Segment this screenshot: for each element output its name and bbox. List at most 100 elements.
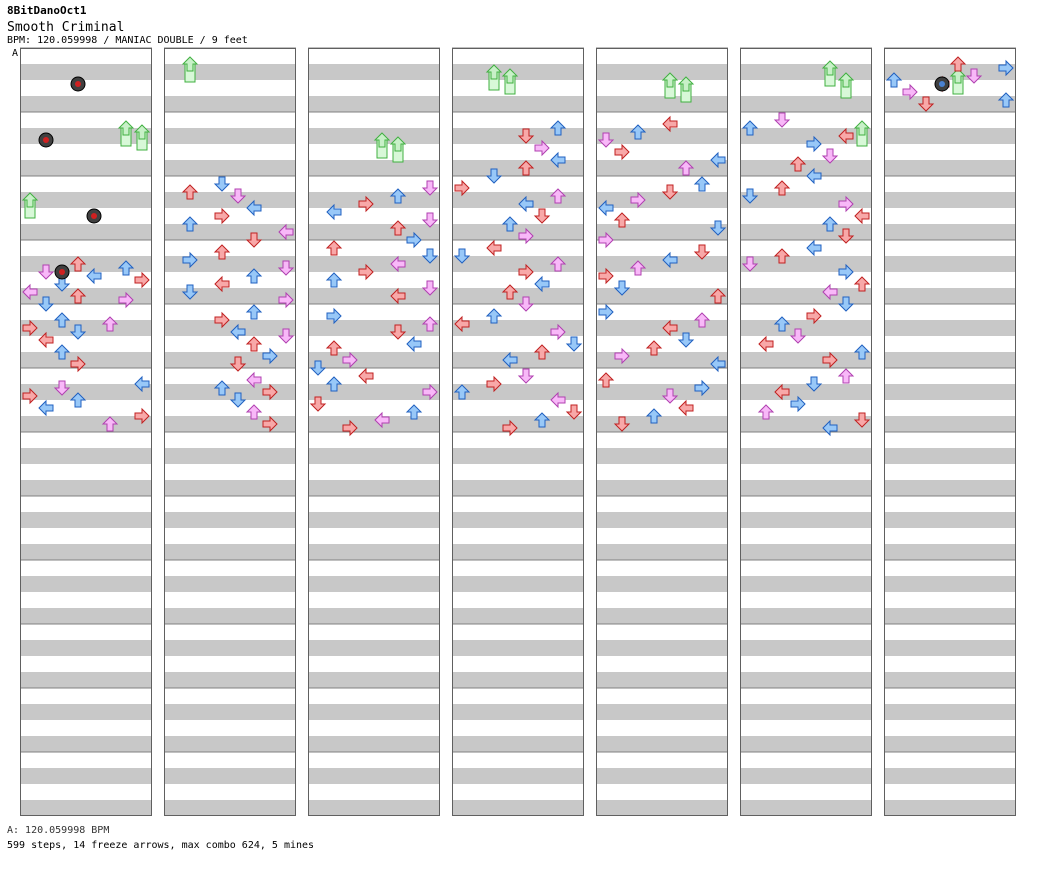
step-arrow-right	[262, 347, 278, 365]
chart-column-4	[452, 47, 584, 816]
step-arrow-left	[38, 331, 54, 349]
step-arrow-up	[325, 240, 343, 256]
step-arrow-right	[358, 263, 374, 281]
step-arrow-up	[245, 268, 263, 284]
step-arrow-down	[229, 188, 247, 204]
step-arrow-down	[741, 256, 759, 272]
step-arrow-down	[181, 284, 199, 300]
step-arrow-left	[390, 255, 406, 273]
step-arrow-right	[598, 267, 614, 285]
step-arrow-up	[533, 344, 551, 360]
step-arrow-up	[421, 316, 439, 332]
step-arrow-left	[662, 319, 678, 337]
step-arrow-down	[485, 168, 503, 184]
freeze-arrow	[821, 60, 839, 87]
step-arrow-right	[278, 291, 294, 309]
step-arrow-down	[37, 296, 55, 312]
step-arrow-right	[358, 195, 374, 213]
step-arrow-right	[614, 347, 630, 365]
step-arrow-up	[549, 120, 567, 136]
step-arrow-up	[517, 160, 535, 176]
step-arrow-right	[262, 415, 278, 433]
freeze-arrow	[389, 136, 407, 163]
step-arrow-down	[565, 336, 583, 352]
step-arrow-right	[694, 379, 710, 397]
step-arrow-right	[406, 231, 422, 249]
step-arrow-up	[325, 272, 343, 288]
freeze-arrow	[949, 68, 967, 95]
step-arrow-up	[245, 304, 263, 320]
step-arrow-left	[710, 355, 726, 373]
step-arrow-down	[69, 324, 87, 340]
footer-stats: 599 steps, 14 freeze arrows, max combo 6…	[7, 840, 315, 851]
step-arrow-right	[822, 351, 838, 369]
step-arrow-up	[757, 404, 775, 420]
freeze-arrow	[181, 56, 199, 83]
step-arrow-up	[117, 260, 135, 276]
step-arrow-left	[230, 323, 246, 341]
step-arrow-down	[965, 68, 983, 84]
step-arrow-up	[645, 340, 663, 356]
step-arrow-right	[262, 383, 278, 401]
step-arrow-right	[214, 207, 230, 225]
step-arrow-left	[518, 195, 534, 213]
step-arrow-right	[518, 263, 534, 281]
step-arrow-up	[549, 188, 567, 204]
step-arrow-up	[181, 184, 199, 200]
step-arrow-down	[693, 244, 711, 260]
step-arrow-up	[69, 256, 87, 272]
step-arrow-up	[885, 72, 903, 88]
step-arrow-right	[998, 59, 1014, 77]
step-arrow-left	[822, 419, 838, 437]
freeze-arrow	[837, 72, 855, 99]
freeze-arrow	[853, 120, 871, 147]
step-arrow-down	[805, 376, 823, 392]
step-arrow-down	[821, 148, 839, 164]
step-arrow-right	[902, 83, 918, 101]
step-arrow-right	[342, 351, 358, 369]
step-arrow-down	[517, 368, 535, 384]
step-arrow-left	[854, 207, 870, 225]
step-arrow-up	[101, 416, 119, 432]
step-arrow-up	[773, 180, 791, 196]
step-arrow-left	[806, 239, 822, 257]
step-arrow-up	[597, 372, 615, 388]
step-arrow-up	[853, 344, 871, 360]
step-arrow-down	[37, 264, 55, 280]
step-arrow-down	[613, 280, 631, 296]
step-arrow-right	[598, 231, 614, 249]
step-arrow-up	[709, 288, 727, 304]
step-arrow-right	[214, 311, 230, 329]
step-arrow-up	[997, 92, 1015, 108]
step-arrow-left	[838, 127, 854, 145]
step-arrow-right	[518, 227, 534, 245]
freeze-arrow	[501, 68, 519, 95]
step-arrow-right	[806, 135, 822, 153]
step-arrow-left	[550, 391, 566, 409]
step-arrow-left	[374, 411, 390, 429]
step-arrow-down	[309, 396, 327, 412]
step-arrow-up	[613, 212, 631, 228]
step-arrow-down	[773, 112, 791, 128]
step-arrow-up	[245, 336, 263, 352]
step-arrow-down	[229, 356, 247, 372]
step-arrow-down	[389, 324, 407, 340]
step-arrow-down	[517, 296, 535, 312]
mine	[86, 208, 102, 224]
step-arrow-up	[693, 312, 711, 328]
step-arrow-left	[246, 371, 262, 389]
step-arrow-up	[949, 56, 967, 72]
step-arrow-up	[629, 260, 647, 276]
step-arrow-right	[486, 375, 502, 393]
step-arrow-down	[53, 380, 71, 396]
step-arrow-right	[118, 291, 134, 309]
step-arrow-up	[533, 412, 551, 428]
step-arrow-right	[790, 395, 806, 413]
chart-column-7	[884, 47, 1016, 816]
step-arrow-left	[534, 275, 550, 293]
bpm-marker: A	[12, 48, 19, 59]
step-arrow-right	[598, 303, 614, 321]
freeze-arrow	[661, 72, 679, 99]
step-arrow-up	[453, 384, 471, 400]
